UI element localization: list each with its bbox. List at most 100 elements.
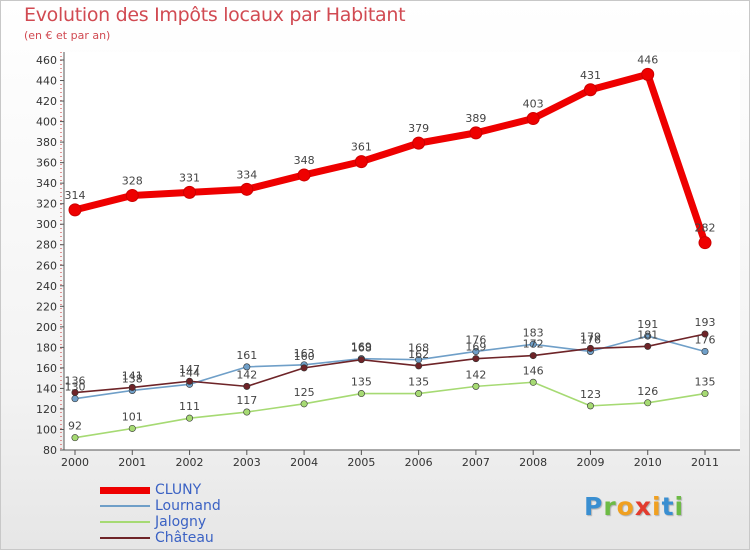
data-label-lournand: 183	[523, 326, 544, 339]
data-point-ch-teau	[472, 355, 480, 363]
data-label-ch-teau: 169	[465, 341, 486, 354]
legend-label-lournand: Lournand	[155, 498, 221, 514]
data-point-cluny	[641, 67, 655, 81]
y-tick-label: 420	[36, 95, 57, 108]
data-label-cluny: 431	[580, 69, 601, 82]
data-label-ch-teau: 181	[637, 328, 658, 341]
legend-label-cluny: CLUNY	[155, 482, 202, 498]
data-point-cluny	[526, 112, 540, 125]
data-label-ch-teau: 193	[695, 316, 716, 329]
data-label-jalogny: 92	[68, 420, 82, 433]
y-tick-label: 240	[36, 280, 57, 293]
data-point-cluny	[297, 168, 311, 182]
data-label-lournand: 144	[179, 366, 200, 379]
data-label-lournand: 161	[236, 349, 257, 362]
data-label-lournand: 176	[695, 333, 716, 346]
series-jalogny: 92 101 111 117 125 135 135 142 146 123 126 135	[68, 364, 716, 442]
data-point-lournand	[529, 340, 537, 348]
data-label-ch-teau: 172	[523, 338, 544, 351]
data-point-ch-teau	[357, 356, 365, 364]
logo-letter: i	[674, 492, 685, 521]
series-line-lournand	[74, 335, 706, 400]
y-tick-label: 320	[36, 198, 57, 211]
logo-letter: t	[661, 492, 675, 521]
x-tick-label: 2011	[691, 456, 719, 469]
y-tick-label: 160	[36, 362, 57, 375]
data-point-ch-teau	[701, 330, 709, 338]
y-tick-label: 200	[36, 321, 57, 334]
data-label-lournand: 163	[294, 347, 315, 360]
data-point-ch-teau	[300, 364, 308, 372]
data-point-ch-teau	[644, 342, 652, 350]
data-label-jalogny: 146	[523, 364, 544, 377]
data-point-jalogny	[128, 424, 136, 432]
legend-swatch-lournand	[100, 505, 150, 507]
data-point-jalogny	[243, 408, 251, 416]
y-tick-label: 180	[36, 341, 57, 354]
data-point-cluny	[240, 182, 254, 196]
x-tick-label: 2004	[290, 456, 318, 469]
data-point-cluny	[354, 155, 368, 169]
logo-letter: P	[584, 492, 604, 521]
series-line-ch-teau	[74, 333, 706, 394]
logo-letter: o	[616, 492, 635, 521]
y-tick-label: 400	[36, 116, 57, 129]
data-point-ch-teau	[71, 389, 79, 397]
legend-swatch-ch-teau	[100, 537, 150, 539]
data-label-jalogny: 123	[580, 388, 601, 401]
data-label-lournand: 168	[408, 342, 429, 355]
data-point-ch-teau	[415, 362, 423, 370]
data-point-ch-teau	[243, 382, 251, 390]
data-label-ch-teau: 162	[408, 348, 429, 361]
data-label-ch-teau: 136	[65, 375, 86, 388]
data-point-cluny	[125, 188, 139, 202]
series-line-jalogny	[74, 381, 706, 439]
data-point-cluny	[583, 83, 597, 97]
data-point-ch-teau	[128, 383, 136, 391]
data-label-ch-teau: 160	[294, 350, 315, 363]
data-label-cluny: 331	[179, 171, 200, 184]
y-tick-label: 120	[36, 403, 57, 416]
data-label-jalogny: 126	[637, 385, 658, 398]
data-label-lournand: 176	[580, 333, 601, 346]
data-label-ch-teau: 179	[580, 330, 601, 343]
logo-letter: r	[603, 492, 617, 521]
data-point-lournand	[71, 395, 79, 403]
data-point-cluny	[698, 236, 712, 250]
y-tick-label: 300	[36, 218, 57, 231]
data-point-lournand	[644, 332, 652, 340]
y-tick-label: 80	[43, 444, 57, 457]
data-label-cluny: 446	[637, 53, 658, 66]
x-tick-label: 2009	[576, 456, 604, 469]
data-label-lournand: 176	[465, 333, 486, 346]
y-tick-label: 280	[36, 239, 57, 252]
data-label-jalogny: 135	[351, 376, 372, 389]
data-point-ch-teau	[529, 352, 537, 360]
data-label-cluny: 314	[65, 189, 86, 202]
data-point-jalogny	[415, 390, 423, 398]
data-label-cluny: 403	[523, 98, 544, 111]
logo-letter: x	[634, 492, 652, 521]
data-label-jalogny: 111	[179, 400, 200, 413]
data-label-lournand: 169	[351, 341, 372, 354]
data-point-jalogny	[300, 400, 308, 408]
data-point-ch-teau	[586, 344, 594, 352]
data-label-lournand: 130	[65, 381, 86, 394]
y-tick-label: 440	[36, 75, 57, 88]
data-label-ch-teau: 147	[179, 363, 200, 376]
x-tick-label: 2005	[347, 456, 375, 469]
legend-swatch-jalogny	[100, 521, 150, 523]
y-tick-label: 380	[36, 136, 57, 149]
data-label-cluny: 328	[122, 174, 143, 187]
y-tick-label: 460	[36, 54, 57, 67]
legend-swatch-cluny	[100, 486, 150, 494]
data-point-jalogny	[472, 382, 480, 390]
data-label-lournand: 191	[637, 318, 658, 331]
x-tick-label: 2001	[118, 456, 146, 469]
data-label-jalogny: 142	[465, 368, 486, 381]
legend-label-ch-teau: Château	[155, 530, 214, 546]
data-point-jalogny	[71, 434, 79, 442]
